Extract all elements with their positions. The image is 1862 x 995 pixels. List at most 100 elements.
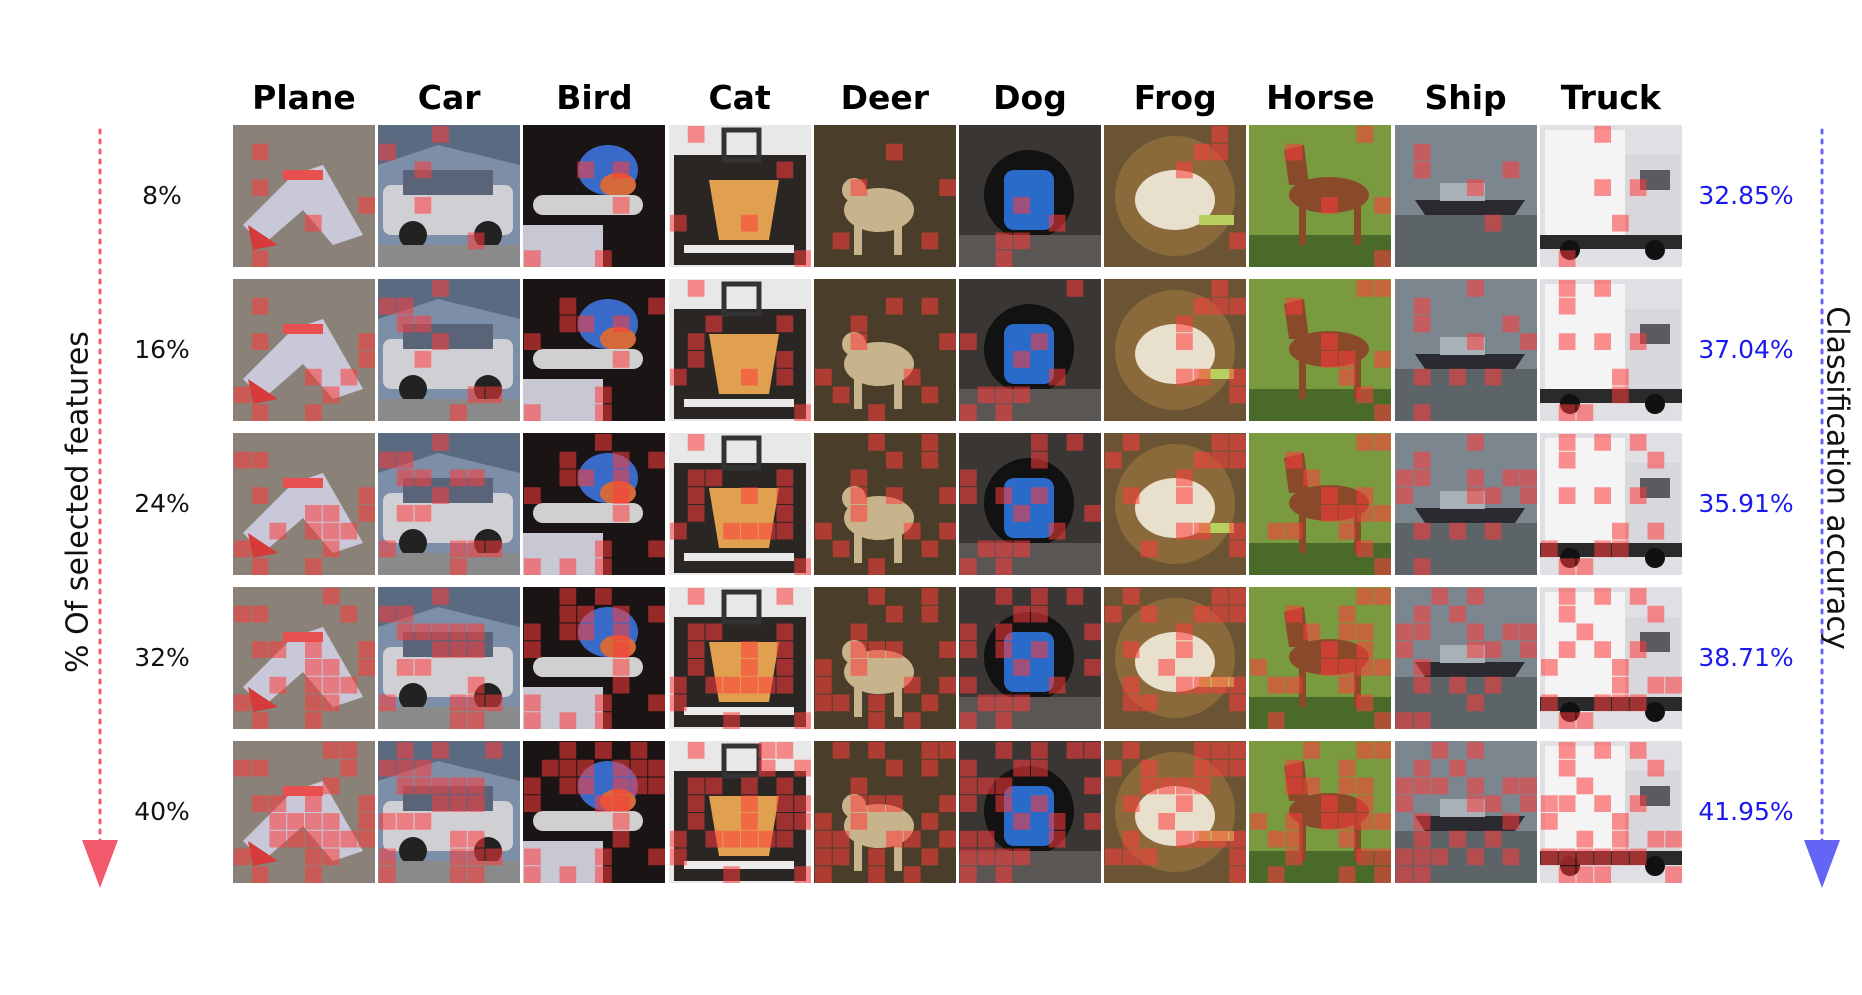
image-tile-frog <box>1104 741 1247 883</box>
selected-patch <box>1576 558 1594 575</box>
selected-patch <box>758 522 776 540</box>
image-tile-ship <box>1394 125 1537 267</box>
selected-patch <box>396 623 414 641</box>
selected-patch <box>814 866 832 883</box>
selected-patch <box>995 386 1013 404</box>
feature-mask <box>960 434 1101 575</box>
selected-patch <box>850 813 868 830</box>
selected-patch <box>1140 777 1158 795</box>
selected-patch <box>1413 143 1431 161</box>
selected-patch <box>1013 540 1030 558</box>
selected-patch <box>832 540 850 558</box>
selected-patch <box>1303 777 1321 795</box>
selected-patch <box>722 522 740 540</box>
selected-patch <box>1466 742 1484 759</box>
selected-patch <box>234 848 251 866</box>
selected-patch <box>613 505 630 522</box>
selected-patch <box>467 386 485 404</box>
selected-patch <box>467 848 485 866</box>
image-tile-frog <box>1104 125 1247 267</box>
image-tile-deer <box>813 433 956 575</box>
selected-patch <box>414 759 432 777</box>
selected-patch <box>1122 588 1140 605</box>
percent-label: 24% <box>134 489 190 518</box>
selected-patch <box>595 694 613 712</box>
selected-patch <box>1395 848 1413 866</box>
selected-patch <box>1594 848 1611 866</box>
selected-patch <box>776 469 793 487</box>
feature-mask <box>814 588 956 729</box>
tile-image <box>1394 125 1537 267</box>
selected-patch <box>648 759 666 777</box>
selected-patch <box>1413 404 1431 421</box>
selected-patch <box>613 623 630 641</box>
selected-patch <box>1466 694 1484 712</box>
selected-patch <box>1122 487 1140 504</box>
selected-patch <box>1413 813 1431 830</box>
selected-patch <box>1502 469 1519 487</box>
selected-patch <box>1140 694 1158 712</box>
selected-patch <box>322 830 340 848</box>
selected-patch <box>613 813 630 830</box>
selected-patch <box>1176 623 1193 641</box>
selected-patch <box>432 434 450 451</box>
selected-patch <box>396 742 414 759</box>
image-tile-dog <box>959 741 1101 883</box>
selected-patch <box>995 232 1013 250</box>
feature-mask <box>524 588 666 729</box>
selected-patch <box>1374 505 1392 522</box>
feature-mask <box>1395 742 1537 883</box>
selected-patch <box>1519 641 1537 658</box>
feature-mask <box>669 280 811 421</box>
selected-patch <box>1193 742 1211 759</box>
tile-image <box>813 741 956 883</box>
feature-mask <box>669 434 811 575</box>
selected-patch <box>251 179 269 196</box>
tile-image <box>668 125 811 267</box>
tile-image <box>233 741 375 883</box>
selected-patch <box>740 830 758 848</box>
selected-patch <box>251 605 269 623</box>
selected-patch <box>1339 623 1356 641</box>
selected-patch <box>379 848 396 866</box>
selected-patch <box>1356 434 1374 451</box>
selected-patch <box>322 505 340 522</box>
column-header-car: Car <box>417 78 481 117</box>
selected-patch <box>1466 588 1484 605</box>
selected-patch <box>358 351 375 368</box>
selected-patch <box>995 795 1013 812</box>
feature-mask <box>379 434 503 575</box>
selected-patch <box>1431 588 1448 605</box>
selected-patch <box>1285 777 1303 795</box>
selected-patch <box>485 742 503 759</box>
selected-patch <box>960 712 977 729</box>
selected-patch <box>1339 605 1356 623</box>
selected-patch <box>450 558 467 575</box>
selected-patch <box>1647 522 1665 540</box>
accuracy-label: 38.71% <box>1698 643 1794 672</box>
selected-patch <box>322 813 340 830</box>
selected-patch <box>995 540 1013 558</box>
selected-patch <box>995 742 1013 759</box>
selected-patch <box>648 848 666 866</box>
selected-patch <box>921 451 939 469</box>
feature-mask <box>1395 434 1537 575</box>
selected-patch <box>524 558 542 575</box>
selected-patch <box>1395 623 1413 641</box>
image-tile-plane <box>233 587 375 729</box>
selected-patch <box>1519 795 1537 812</box>
selected-patch <box>396 759 414 777</box>
selected-patch <box>648 605 666 623</box>
selected-patch <box>1356 505 1374 522</box>
selected-patch <box>885 830 903 848</box>
selected-patch <box>1229 742 1247 759</box>
selected-patch <box>1611 368 1629 386</box>
selected-patch <box>832 742 850 759</box>
selected-patch <box>595 386 613 404</box>
selected-patch <box>1285 297 1303 315</box>
selected-patch <box>850 179 868 196</box>
selected-patch <box>358 487 375 504</box>
selected-patch <box>687 588 705 605</box>
tile-image <box>523 587 666 729</box>
selected-patch <box>1629 641 1647 658</box>
